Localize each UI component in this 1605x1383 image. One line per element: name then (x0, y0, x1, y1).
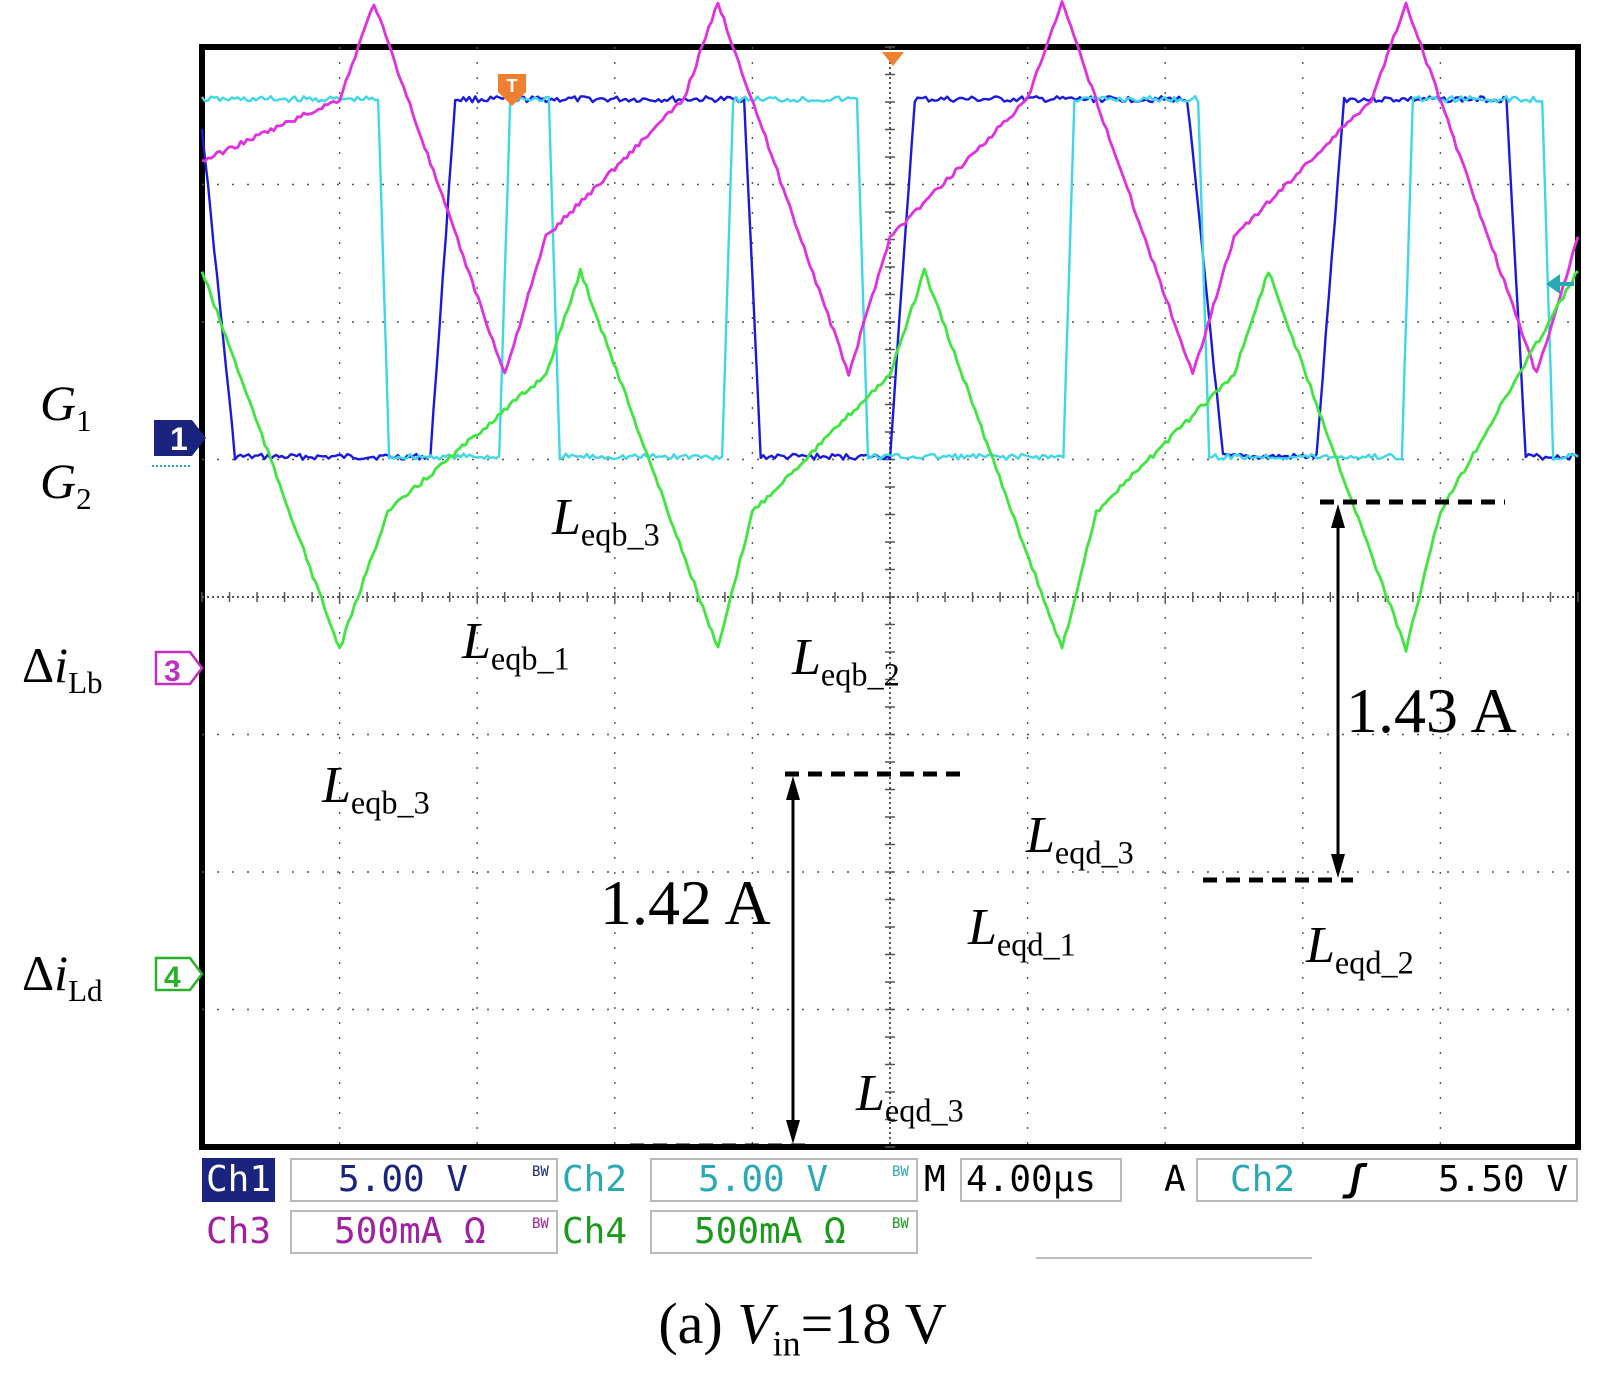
ch4-marker: 4 (154, 956, 204, 994)
ch3-marker: 3 (154, 650, 204, 688)
ch3-bw: BW (532, 1216, 549, 1232)
ch3-scale: 500mA Ω (334, 1211, 486, 1252)
meas1-arrowhead-down (786, 1120, 800, 1144)
ch2-status-tag: Ch2 (562, 1159, 628, 1200)
ch2-scale-box (650, 1158, 918, 1202)
ilb-label: ΔiLb (22, 637, 103, 700)
annotation-leqd3-bottom: Leqd_3 (856, 1065, 964, 1129)
ch2-bw: BW (892, 1164, 909, 1180)
ch1-status-tag: Ch1 (202, 1158, 276, 1202)
ch2-scale: 5.00 V (698, 1159, 829, 1200)
ch1-scale: 5.00 V (338, 1159, 469, 1200)
ch4-status-tag: Ch4 (562, 1211, 628, 1252)
ch4-scale: 500mA Ω (694, 1211, 846, 1252)
annotation-leqd2: Leqd_2 (1306, 917, 1414, 981)
measurement-guides (630, 499, 1505, 1149)
trigger-position-marker (882, 52, 904, 66)
traces (200, 0, 1580, 653)
annotation-leqb3-bottom: Leqb_3 (322, 757, 430, 821)
annotation-leqb3-top: Leqb_3 (552, 489, 660, 553)
ch4-scale-box (650, 1210, 918, 1254)
annotation-leqb2: Leqb_2 (792, 629, 900, 693)
timebase-box (960, 1158, 1122, 1202)
trace-ch4 (200, 267, 1579, 653)
trigger-level-arrow (1546, 274, 1574, 294)
measurement-2-label: 1.43 A (1346, 675, 1517, 746)
svg-text:4: 4 (164, 961, 181, 994)
ch1-scale-box (290, 1158, 558, 1202)
trace-ch3 (201, 0, 1580, 377)
timebase: 4.00µs (966, 1159, 1097, 1200)
a-label: A (1164, 1159, 1186, 1200)
svg-text:3: 3 (164, 655, 181, 688)
g1-label: G1 (40, 375, 92, 438)
measurement-1-label: 1.42 A (600, 867, 771, 938)
ild-label: ΔiLd (22, 945, 103, 1008)
ch1-bw: BW (532, 1164, 549, 1180)
trigger-marker: T (498, 74, 526, 106)
meas1-arrowhead-up (786, 776, 800, 800)
svg-text:1: 1 (170, 421, 188, 457)
grid (201, 46, 1579, 1148)
g2-label: G2 (40, 453, 92, 516)
annotation-leqd1: Leqd_1 (968, 899, 1076, 963)
ch3-status-tag: Ch3 (206, 1211, 272, 1252)
ch4-bw: BW (892, 1216, 909, 1232)
figure-caption: (a) Vin=18 V (658, 1291, 947, 1364)
meas2-arrowhead-down (1331, 854, 1345, 878)
ch3-scale-box (290, 1210, 558, 1254)
ch1-marker: 1 (154, 420, 206, 457)
trigger-channel: Ch2 (1230, 1159, 1296, 1200)
m-label: M (924, 1159, 946, 1200)
annotation-leqb1: Leqb_1 (462, 613, 570, 677)
trace-ch2 (201, 95, 1579, 461)
meas2-arrowhead-up (1331, 504, 1345, 528)
trigger-edge-icon: ʃ (1344, 1159, 1366, 1200)
trigger-marker-text: T (507, 76, 518, 96)
annotation-leqd3-right: Leqd_3 (1026, 807, 1134, 871)
trace-ch1 (200, 95, 1579, 461)
trigger-level: 5.50 V (1438, 1159, 1569, 1200)
trigger-box (1196, 1158, 1578, 1202)
